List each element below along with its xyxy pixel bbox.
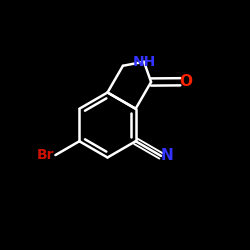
Text: Br: Br bbox=[37, 148, 54, 162]
Text: N: N bbox=[161, 148, 173, 164]
Text: O: O bbox=[179, 74, 192, 89]
Text: NH: NH bbox=[132, 55, 156, 69]
